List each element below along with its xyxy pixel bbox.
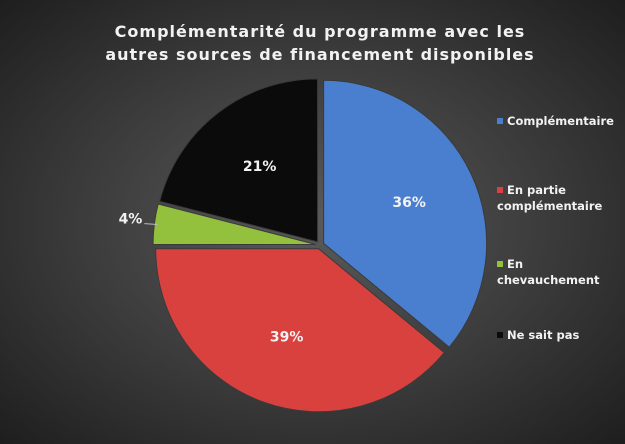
legend-label: Ne sait pas [507, 328, 580, 342]
data-label: 4% [119, 212, 143, 228]
legend-marker [497, 187, 503, 193]
pie-slice [323, 79, 488, 348]
legend-label: En chevauchement [497, 257, 600, 287]
legend-marker [497, 261, 503, 267]
chart-title: Complémentarité du programme avec les au… [105, 22, 535, 64]
leader-line [144, 223, 158, 225]
legend-item: En partie complémentaire [497, 182, 622, 214]
legend-label: En partie complémentaire [497, 183, 603, 213]
pie-slice [155, 248, 445, 413]
legend-item: Ne sait pas [497, 327, 622, 343]
data-label: 36% [392, 195, 426, 211]
legend-marker [497, 332, 503, 338]
legend-label: Complémentaire [507, 114, 614, 128]
legend-item: Complémentaire [497, 113, 622, 129]
data-label: 39% [270, 330, 304, 346]
legend-marker [497, 118, 503, 124]
pie-slice [159, 78, 319, 243]
data-label: 21% [243, 159, 277, 175]
legend-item: En chevauchement [497, 256, 622, 288]
